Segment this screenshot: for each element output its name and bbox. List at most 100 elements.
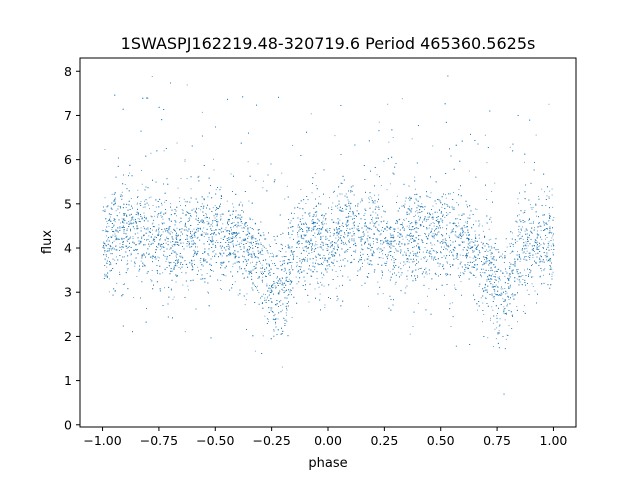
data-point — [380, 185, 382, 186]
data-point — [299, 258, 301, 259]
data-point — [241, 204, 243, 206]
data-point — [341, 224, 343, 226]
data-point — [190, 215, 192, 217]
data-point — [219, 214, 221, 216]
data-point — [313, 223, 314, 225]
data-point — [243, 226, 245, 228]
data-point — [161, 247, 162, 249]
data-point — [107, 223, 109, 224]
data-point — [171, 244, 173, 246]
data-point — [348, 224, 350, 226]
data-point — [161, 222, 163, 224]
data-point — [333, 265, 335, 267]
data-point — [326, 248, 328, 250]
data-point — [193, 233, 195, 235]
data-point — [243, 277, 245, 279]
data-point — [464, 227, 466, 229]
data-point — [213, 232, 215, 234]
data-point — [136, 276, 138, 277]
data-point — [370, 260, 372, 262]
data-point — [425, 234, 426, 236]
data-point — [297, 223, 299, 225]
data-point — [182, 284, 184, 286]
data-point — [525, 241, 527, 243]
data-point — [302, 215, 304, 217]
data-point — [382, 293, 384, 295]
data-point — [551, 269, 553, 270]
data-point — [245, 258, 247, 260]
data-point — [468, 252, 469, 254]
data-point — [414, 176, 416, 178]
data-point — [430, 223, 432, 225]
data-point — [241, 222, 243, 224]
data-point — [268, 244, 270, 246]
data-point — [161, 204, 163, 206]
data-point — [123, 214, 125, 215]
data-point — [380, 257, 382, 259]
data-point — [256, 240, 258, 242]
data-point — [283, 317, 284, 319]
data-point — [250, 262, 252, 264]
data-point — [140, 227, 142, 229]
data-point — [246, 263, 248, 264]
data-point — [540, 261, 542, 263]
data-point — [447, 262, 448, 264]
data-point — [539, 257, 540, 259]
data-point — [333, 259, 335, 261]
data-point — [291, 317, 293, 318]
data-point — [446, 273, 448, 274]
data-point — [490, 245, 492, 247]
data-point — [203, 236, 205, 237]
data-point — [176, 256, 177, 258]
data-point — [402, 227, 404, 229]
data-point — [548, 198, 550, 199]
data-point — [291, 262, 293, 263]
data-point — [416, 231, 418, 233]
data-point — [255, 222, 256, 224]
data-point — [104, 273, 105, 275]
data-point — [291, 290, 292, 291]
data-point — [465, 249, 467, 251]
data-point — [156, 229, 157, 231]
data-point — [539, 275, 541, 277]
data-point — [377, 207, 379, 208]
data-point — [114, 259, 116, 261]
data-point — [368, 255, 370, 257]
data-point — [165, 260, 167, 262]
data-point — [540, 255, 542, 257]
data-point — [289, 237, 291, 239]
data-point — [318, 203, 320, 205]
data-point — [424, 247, 426, 248]
data-point — [248, 252, 250, 254]
data-point — [212, 256, 213, 258]
data-point — [332, 248, 334, 249]
data-point — [434, 244, 436, 246]
data-point — [237, 294, 239, 296]
data-point — [278, 280, 280, 282]
data-point — [302, 218, 304, 219]
data-point — [493, 286, 494, 288]
data-point — [251, 243, 252, 245]
data-point — [259, 262, 261, 264]
data-point — [262, 187, 264, 189]
data-point — [143, 227, 145, 229]
data-point — [221, 289, 222, 290]
data-point — [436, 211, 438, 213]
data-point — [359, 223, 360, 224]
data-point — [551, 194, 553, 196]
data-point — [269, 285, 270, 286]
data-point — [119, 230, 120, 231]
data-point — [133, 219, 135, 221]
data-point — [404, 251, 405, 253]
data-point — [305, 203, 307, 204]
data-point — [263, 180, 264, 182]
data-point — [543, 242, 544, 244]
data-point — [328, 253, 329, 255]
data-point — [115, 229, 117, 230]
data-point — [487, 251, 489, 252]
data-point — [502, 253, 503, 255]
data-point — [371, 229, 372, 230]
data-point — [408, 198, 410, 199]
data-point — [517, 269, 519, 270]
data-point — [117, 205, 119, 207]
